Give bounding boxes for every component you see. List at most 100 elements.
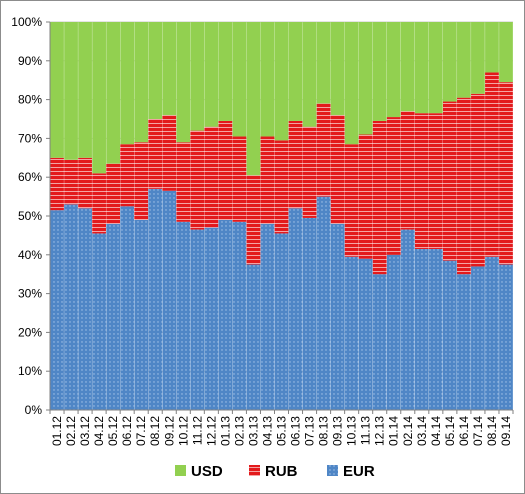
bar-usd-09.14 (499, 22, 513, 83)
bar-eur-09.14 (499, 264, 513, 410)
bar-usd-09.13 (330, 22, 345, 116)
bar-eur-04.14 (428, 248, 443, 410)
bar-eur-02.14 (400, 229, 415, 410)
bar-eur-11.12 (190, 229, 205, 410)
bar-usd-02.12 (64, 22, 78, 160)
x-tick-label: 09.13 (331, 416, 345, 446)
bar-eur-08.12 (148, 188, 163, 410)
bar-usd-03.13 (246, 22, 261, 176)
y-tick-label: 60% (18, 170, 42, 184)
x-tick-label: 11.13 (359, 416, 373, 445)
bar-rub-05.14 (442, 101, 457, 261)
bar-eur-06.12 (120, 206, 135, 410)
bar-rub-11.13 (358, 134, 373, 259)
bar-usd-06.12 (120, 22, 135, 145)
y-tick-label: 10% (18, 364, 42, 378)
bar-rub-01.12 (50, 157, 64, 211)
bar-eur-08.13 (316, 196, 331, 410)
bar-eur-09.13 (330, 223, 345, 410)
y-tick-label: 20% (18, 325, 42, 339)
legend-label-rub: RUB (265, 463, 298, 480)
bar-rub-09.13 (330, 115, 345, 224)
bar-eur-08.14 (485, 256, 499, 410)
bar-usd-01.13 (218, 22, 233, 121)
bar-usd-04.12 (92, 22, 106, 174)
bar-eur-03.14 (414, 248, 429, 410)
bar-rub-04.12 (92, 173, 106, 234)
bar-rub-07.13 (302, 126, 317, 218)
bar-eur-05.13 (274, 233, 289, 410)
legend-label-eur: EUR (343, 463, 375, 480)
bar-eur-11.13 (358, 258, 373, 410)
bar-eur-06.14 (457, 274, 471, 410)
bar-eur-04.13 (260, 223, 275, 410)
bar-eur-05.12 (106, 223, 121, 410)
bar-usd-05.13 (274, 22, 289, 141)
bar-usd-11.13 (358, 22, 373, 135)
bar-usd-06.14 (457, 22, 471, 98)
bars (50, 22, 513, 410)
bar-rub-01.13 (218, 120, 233, 220)
bar-usd-05.12 (106, 22, 121, 164)
bar-eur-01.13 (218, 219, 233, 410)
bar-rub-01.14 (386, 117, 401, 255)
x-tick-label: 07.13 (303, 416, 317, 446)
legend-label-usd: USD (191, 463, 223, 480)
bar-usd-07.14 (471, 22, 485, 94)
x-tick-label: 06.13 (289, 416, 303, 446)
x-tick-label: 04.13 (260, 416, 274, 446)
x-tick-label: 04.12 (92, 416, 106, 446)
bar-rub-09.14 (499, 82, 513, 265)
bar-usd-02.13 (232, 22, 247, 137)
bar-usd-12.12 (204, 22, 219, 127)
bar-rub-04.13 (260, 136, 275, 224)
bar-eur-03.12 (78, 208, 92, 410)
bar-usd-09.12 (162, 22, 177, 116)
bar-rub-03.14 (414, 113, 429, 249)
bar-rub-08.13 (316, 103, 331, 197)
bar-rub-02.12 (64, 159, 78, 205)
bar-usd-04.14 (428, 22, 443, 114)
bar-rub-05.12 (106, 163, 121, 224)
x-tick-label: 04.14 (429, 416, 443, 446)
x-tick-label: 02.14 (401, 416, 415, 446)
bar-eur-01.14 (386, 254, 401, 410)
bar-usd-08.13 (316, 22, 331, 104)
y-tick-label: 90% (18, 54, 42, 68)
x-tick-label: 12.13 (373, 416, 387, 446)
x-tick-labels: 01.12 02.12 03.12 04.12 05.12 06.12 07.12 08.12… (50, 416, 513, 446)
x-tick-label: 02.13 (232, 416, 246, 446)
bar-eur-07.13 (302, 217, 317, 410)
bar-usd-03.12 (78, 22, 92, 158)
bar-rub-10.12 (176, 142, 191, 222)
bar-usd-07.13 (302, 22, 317, 127)
x-tick-label: 12.12 (204, 416, 218, 446)
y-tick-label: 0% (25, 403, 43, 417)
bar-usd-08.12 (148, 22, 163, 119)
bar-usd-10.12 (176, 22, 191, 143)
bar-rub-05.13 (274, 140, 289, 234)
bar-rub-06.13 (288, 120, 303, 209)
bar-rub-11.12 (190, 130, 205, 230)
bar-usd-01.14 (386, 22, 401, 118)
x-tick-label: 03.13 (246, 416, 260, 446)
x-tick-label: 01.13 (218, 416, 232, 446)
bar-usd-03.14 (414, 22, 429, 114)
axes (46, 21, 514, 414)
legend: USD RUB EUR (175, 463, 375, 480)
x-tick-label: 03.14 (415, 416, 429, 446)
bar-rub-03.13 (246, 175, 261, 265)
legend-swatch-eur (327, 465, 338, 476)
y-tick-label: 80% (18, 93, 42, 107)
bar-usd-01.12 (50, 22, 64, 158)
bar-rub-03.12 (78, 157, 92, 209)
bar-eur-10.13 (344, 256, 359, 410)
x-tick-label: 08.12 (148, 416, 162, 446)
bar-usd-04.13 (260, 22, 275, 137)
x-tick-label: 02.12 (64, 416, 78, 446)
bar-eur-03.13 (246, 264, 261, 410)
y-tick-label: 50% (18, 209, 42, 223)
bar-rub-02.13 (232, 136, 247, 222)
bar-rub-06.12 (120, 144, 135, 207)
